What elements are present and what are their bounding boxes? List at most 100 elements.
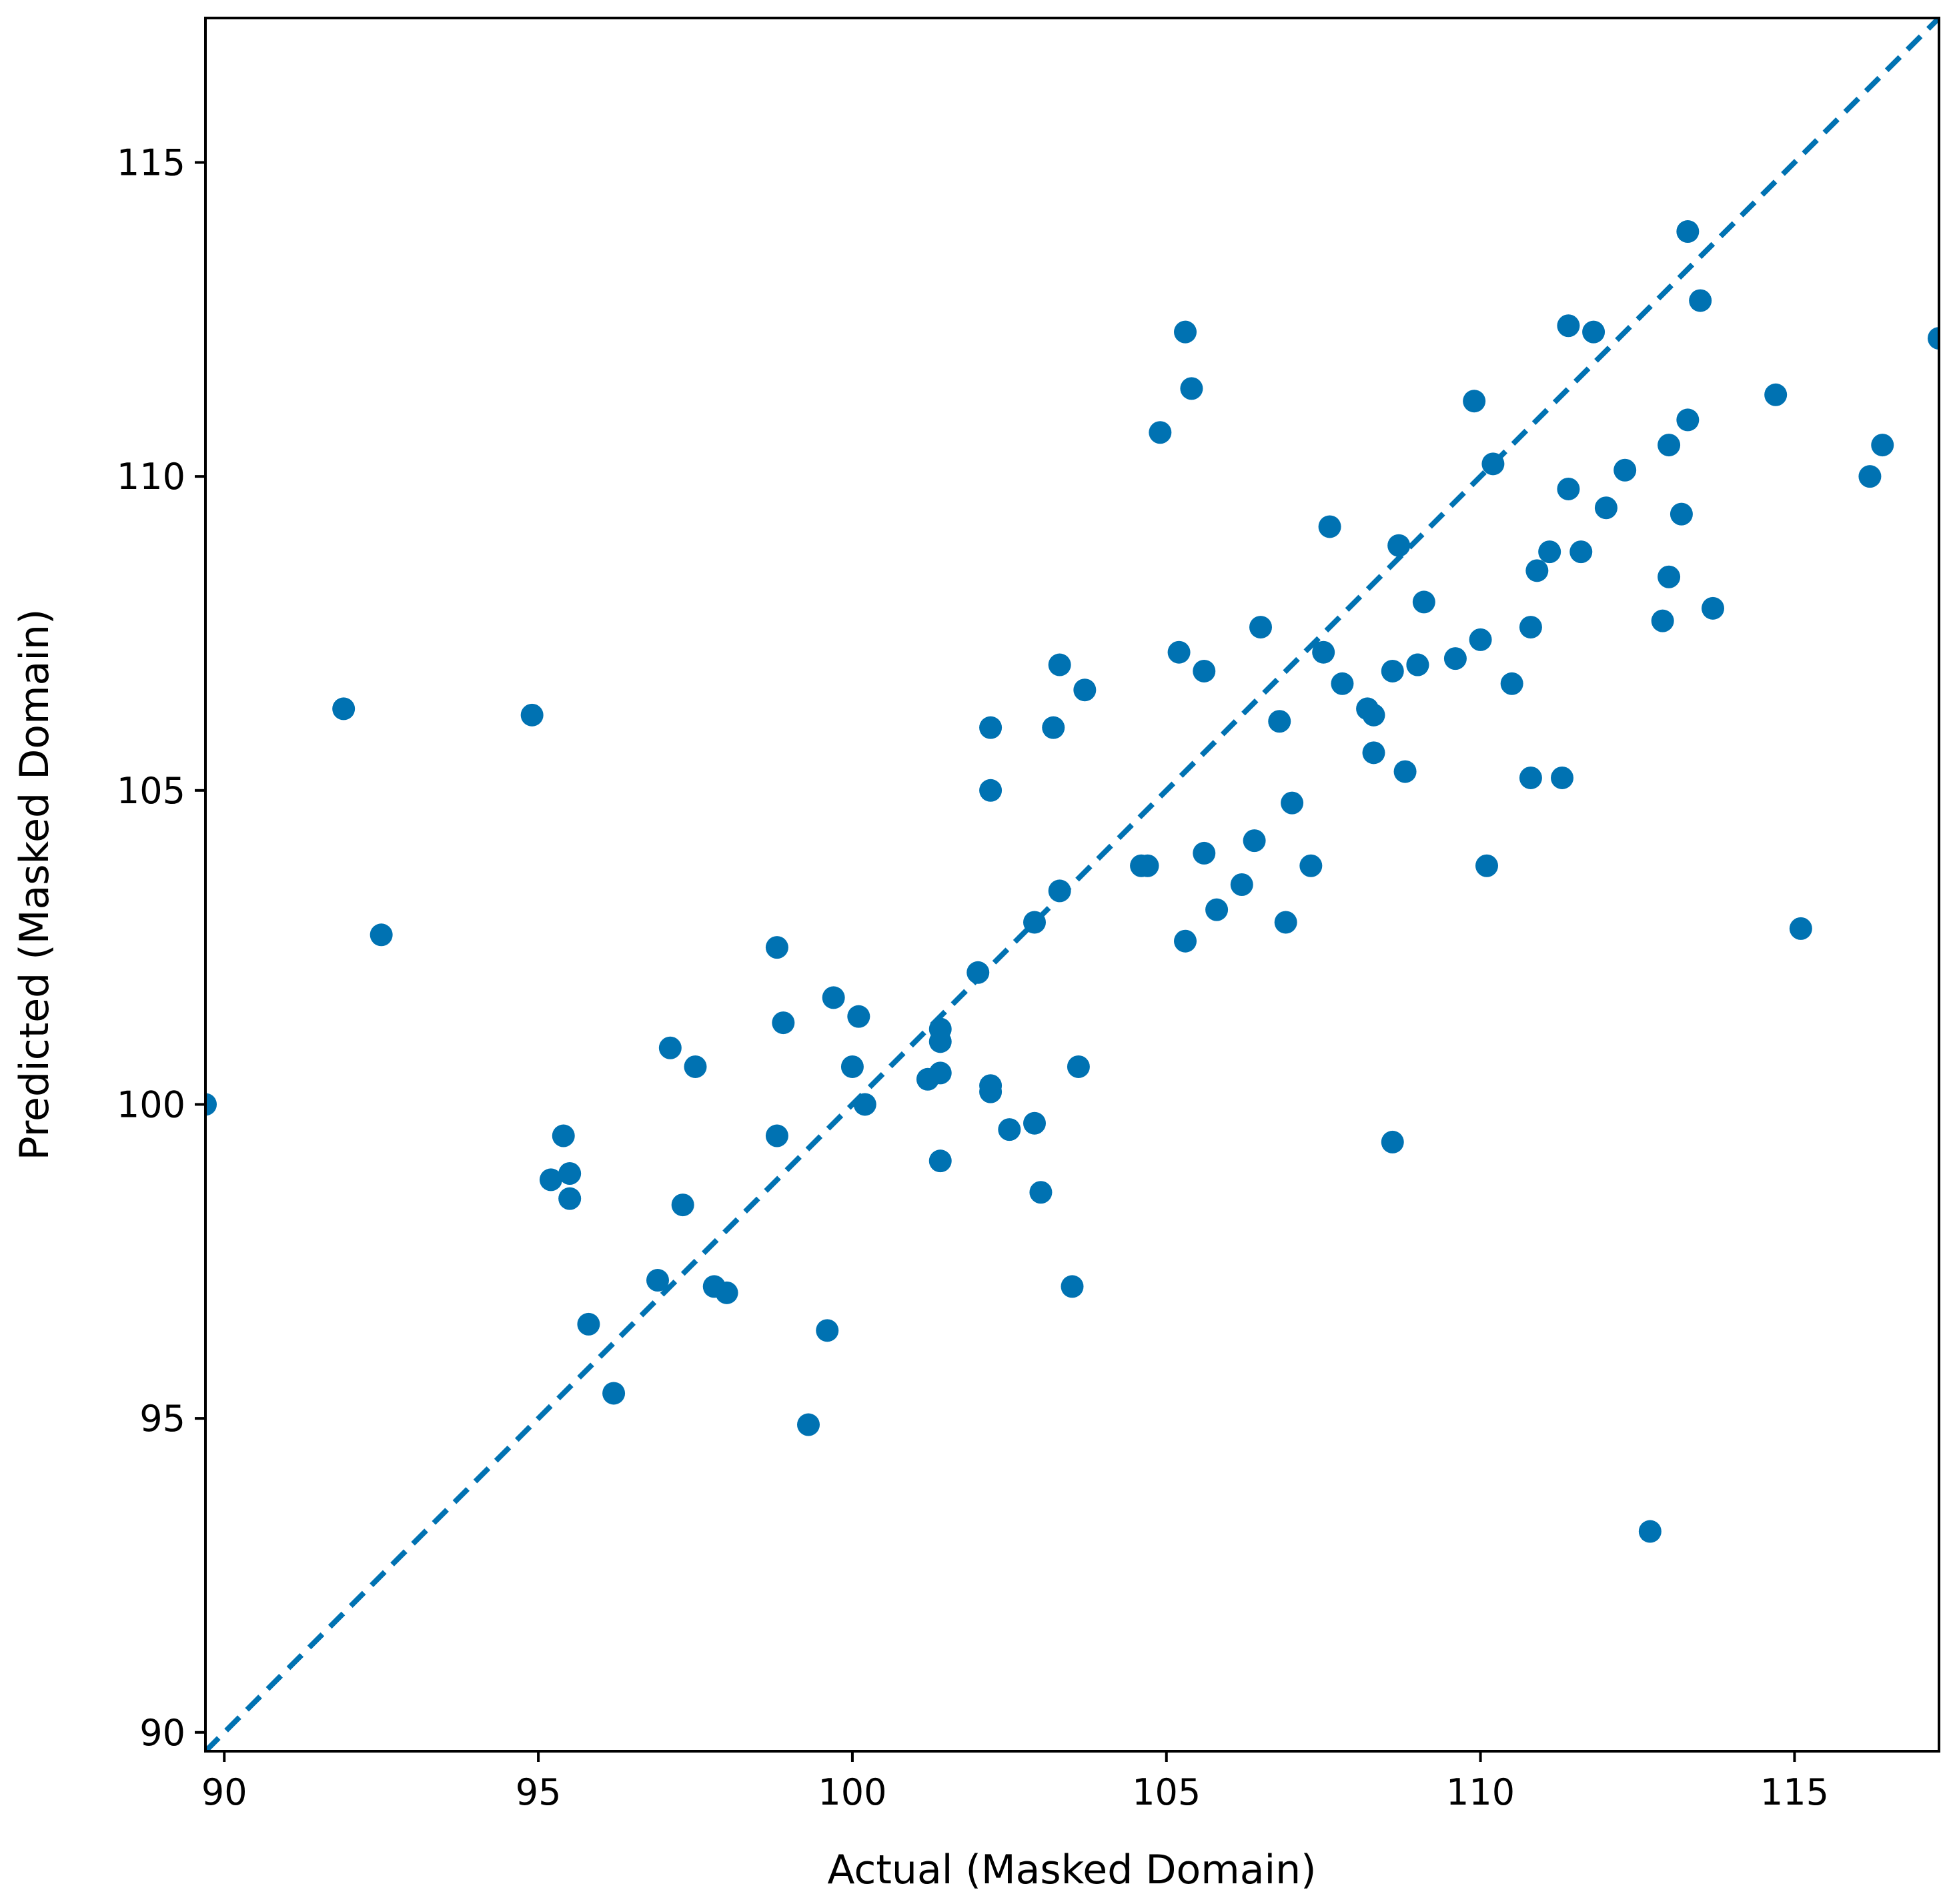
data-point: [1689, 289, 1712, 312]
data-point: [715, 1281, 738, 1304]
data-point: [1193, 841, 1216, 865]
data-point: [1676, 220, 1700, 244]
data-point: [1387, 534, 1411, 557]
data-point: [1519, 766, 1542, 789]
x-tick-label: 115: [1760, 1771, 1829, 1813]
data-point: [1048, 879, 1071, 903]
data-point: [1073, 678, 1097, 702]
x-tick-label: 90: [201, 1771, 247, 1813]
data-point: [765, 1124, 788, 1147]
data-point: [1381, 659, 1404, 682]
data-point: [671, 1194, 694, 1217]
data-point: [1312, 640, 1335, 664]
data-point: [772, 1011, 795, 1035]
data-point: [1362, 741, 1385, 765]
data-point: [1205, 898, 1229, 921]
y-tick-label: 115: [117, 142, 185, 184]
data-point: [1318, 515, 1341, 538]
data-point: [1149, 421, 1172, 444]
data-point: [822, 986, 845, 1009]
data-point: [1023, 911, 1046, 934]
data-point: [1500, 672, 1523, 695]
data-point: [1136, 854, 1159, 877]
data-point: [602, 1382, 626, 1405]
data-point: [1048, 653, 1071, 676]
data-point: [1789, 917, 1812, 940]
data-point: [979, 779, 1003, 802]
data-point: [816, 1319, 839, 1342]
x-axis-label: Actual (Masked Domain): [827, 1847, 1316, 1893]
data-point: [840, 1055, 864, 1078]
y-axis-ticks: 90 95 100 105 110 115: [117, 142, 205, 1754]
data-point: [1193, 659, 1216, 682]
data-point: [1362, 703, 1385, 727]
data-point: [1613, 458, 1637, 482]
data-point: [1651, 609, 1674, 632]
data-point: [1023, 1111, 1046, 1135]
data-point: [1174, 320, 1197, 344]
data-point: [847, 1005, 870, 1028]
x-tick-label: 105: [1132, 1771, 1201, 1813]
data-point: [1042, 716, 1065, 739]
data-point: [646, 1269, 669, 1292]
data-point: [558, 1187, 582, 1210]
data-point: [1299, 854, 1323, 877]
data-point: [1180, 377, 1203, 400]
data-point: [332, 697, 356, 721]
data-point: [205, 1093, 217, 1116]
data-point: [765, 936, 788, 959]
data-point: [928, 1030, 952, 1053]
y-tick-label: 100: [117, 1083, 185, 1125]
data-point: [1061, 1275, 1084, 1298]
y-tick-label: 110: [117, 456, 185, 498]
data-point: [370, 923, 393, 947]
data-point: [1658, 434, 1681, 457]
y-tick-label: 90: [139, 1712, 185, 1754]
data-point: [1676, 408, 1700, 432]
data-point: [1469, 628, 1492, 651]
data-point: [577, 1312, 600, 1336]
data-point: [1412, 590, 1435, 614]
data-point: [1519, 616, 1542, 639]
data-point: [1557, 477, 1580, 500]
data-point: [658, 1036, 682, 1059]
data-point: [1525, 559, 1549, 582]
data-point: [1268, 710, 1291, 733]
data-point: [1670, 502, 1693, 526]
data-point: [1230, 873, 1253, 896]
data-point: [1551, 766, 1573, 789]
data-point: [1249, 616, 1272, 639]
data-point: [1475, 854, 1498, 877]
data-point: [1481, 452, 1505, 476]
data-point: [1274, 911, 1297, 934]
y-tick-label: 105: [117, 770, 185, 812]
data-point: [998, 1118, 1021, 1141]
data-point: [552, 1124, 575, 1147]
data-point: [797, 1413, 820, 1436]
data-point: [1594, 496, 1617, 520]
data-point: [684, 1055, 707, 1078]
data-point: [1381, 1130, 1404, 1153]
data-point: [558, 1162, 582, 1185]
data-point: [1174, 929, 1197, 953]
plot-frame: [204, 17, 1940, 1753]
data-point: [1569, 540, 1593, 564]
y-tick-label: 95: [139, 1398, 185, 1440]
y-axis-label: Predicted (Masked Domain): [11, 609, 58, 1161]
data-point: [853, 1093, 876, 1116]
x-tick-label: 100: [818, 1771, 886, 1813]
data-point: [928, 1149, 952, 1173]
data-point: [1764, 383, 1788, 406]
data-point: [1331, 672, 1354, 695]
reference-line-y-equals-x: [205, 18, 1939, 1751]
data-point: [1658, 565, 1681, 588]
x-tick-label: 95: [516, 1771, 562, 1813]
data-point: [1702, 596, 1724, 620]
x-tick-label: 110: [1446, 1771, 1515, 1813]
data-point: [979, 716, 1003, 739]
data-point: [1557, 314, 1580, 338]
plot-area: [205, 18, 1939, 1751]
data-point: [1582, 320, 1605, 344]
